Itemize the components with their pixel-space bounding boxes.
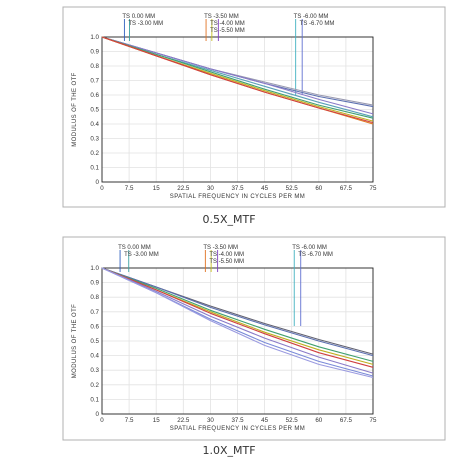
- mtf-series-line: [101, 36, 374, 115]
- y-tick-label: 0.3: [90, 136, 99, 143]
- legend-label: TS -4.00 MM: [210, 21, 245, 27]
- y-tick-label: 0.6: [90, 92, 99, 99]
- mtf-series-line: [101, 267, 374, 362]
- x-tick-label: 30: [207, 417, 214, 424]
- x-tick-label: 22.5: [177, 417, 190, 424]
- legend-label: TS -3.00 MM: [128, 21, 163, 27]
- legend-label: TS -3.00 MM: [124, 252, 159, 258]
- legend-label: TS 0.00 MM: [118, 245, 151, 251]
- y-axis-label: MODULUS OF THE OTF: [72, 72, 78, 146]
- x-tick-label: 0: [100, 417, 104, 424]
- y-tick-label: 0.8: [90, 63, 99, 70]
- x-tick-label: 0: [100, 185, 104, 192]
- x-tick-label: 37.5: [231, 185, 244, 192]
- x-tick-label: 52.5: [286, 417, 299, 424]
- y-axis-label: MODULUS OF THE OTF: [72, 304, 78, 378]
- x-tick-label: 75: [370, 417, 377, 424]
- legend-label: TS -6.00 MM: [294, 14, 329, 20]
- legend-label: TS -4.00 MM: [209, 252, 244, 258]
- legend-label: TS -6.00 MM: [292, 245, 327, 251]
- x-axis-label: SPATIAL FREQUENCY IN CYCLES PER MM: [170, 426, 305, 432]
- chart-frame: [62, 236, 446, 441]
- y-tick-label: 0.2: [90, 382, 99, 389]
- x-tick-label: 30: [207, 185, 214, 192]
- y-tick-label: 1.0: [90, 34, 99, 41]
- y-tick-label: 0.2: [90, 150, 99, 157]
- legend-label: TS -5.50 MM: [210, 28, 245, 34]
- y-tick-label: 0.9: [90, 280, 99, 287]
- y-tick-label: 0.4: [90, 121, 99, 128]
- legend-label: TS -3.50 MM: [204, 14, 239, 20]
- y-tick-label: 0.5: [90, 338, 99, 345]
- legend-label: TS -5.50 MM: [209, 259, 244, 265]
- x-tick-label: 67.5: [340, 185, 353, 192]
- y-tick-label: 0.5: [90, 107, 99, 114]
- y-tick-label: 0.6: [90, 323, 99, 330]
- legend-label: TS -6.70 MM: [298, 252, 333, 258]
- legend-label: TS -6.70 MM: [300, 21, 335, 27]
- y-tick-label: 0: [96, 179, 100, 186]
- mtf-series-line: [101, 36, 374, 124]
- y-tick-label: 0.4: [90, 353, 99, 360]
- mtf-series-line: [101, 267, 374, 357]
- chart-caption-1.0x: 1.0X_MTF: [202, 444, 256, 457]
- plot-area-border: [101, 267, 374, 415]
- x-tick-label: 37.5: [231, 417, 244, 424]
- y-tick-label: 0: [96, 411, 100, 418]
- y-tick-label: 0.7: [90, 78, 99, 85]
- y-tick-label: 0.1: [90, 396, 99, 403]
- x-axis-label: SPATIAL FREQUENCY IN CYCLES PER MM: [170, 194, 305, 200]
- x-tick-label: 15: [153, 417, 160, 424]
- y-tick-label: 0.8: [90, 294, 99, 301]
- legend-label: TS -3.50 MM: [203, 245, 238, 251]
- y-tick-label: 1.0: [90, 265, 99, 272]
- x-tick-label: 45: [261, 417, 268, 424]
- x-tick-label: 60: [315, 185, 322, 192]
- x-tick-label: 22.5: [177, 185, 190, 192]
- y-tick-label: 0.3: [90, 367, 99, 374]
- x-tick-label: 60: [315, 417, 322, 424]
- mtf-series-line: [101, 267, 374, 368]
- chart-frame: [62, 6, 446, 208]
- plot-area-border: [101, 36, 374, 183]
- x-tick-label: 67.5: [340, 417, 353, 424]
- x-tick-label: 7.5: [125, 185, 134, 192]
- mtf-series-line: [101, 267, 374, 374]
- x-tick-label: 15: [153, 185, 160, 192]
- y-tick-label: 0.1: [90, 165, 99, 172]
- y-tick-label: 0.9: [90, 49, 99, 56]
- mtf-series-line: [101, 36, 374, 119]
- x-tick-label: 7.5: [125, 417, 134, 424]
- x-tick-label: 75: [370, 185, 377, 192]
- x-tick-label: 52.5: [286, 185, 299, 192]
- legend-label: TS 0.00 MM: [122, 14, 155, 20]
- mtf-series-line: [101, 267, 374, 379]
- x-tick-label: 45: [261, 185, 268, 192]
- y-tick-label: 0.7: [90, 309, 99, 316]
- chart-caption-0.5x: 0.5X_MTF: [202, 213, 256, 226]
